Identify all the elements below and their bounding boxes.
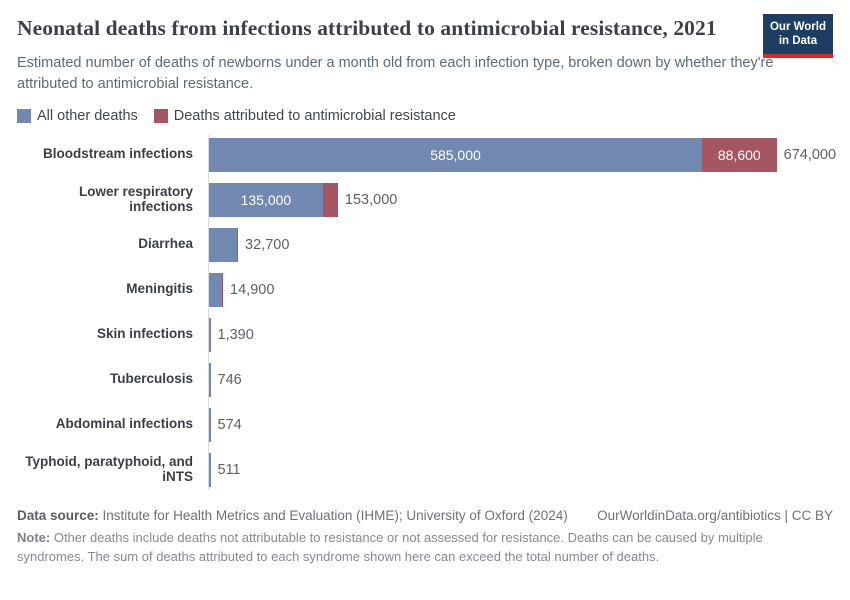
- chart-footer: Data source: Institute for Health Metric…: [17, 508, 833, 567]
- bar-total-label: 14,900: [230, 281, 275, 298]
- bar-total-label: 746: [217, 371, 242, 388]
- page-title: Neonatal deaths from infections attribut…: [17, 16, 717, 40]
- note-label: Note:: [17, 529, 51, 545]
- category-label: Diarrhea: [138, 236, 193, 252]
- legend-swatch-red: [153, 108, 168, 123]
- y-axis-line: [208, 134, 209, 490]
- data-source-text: Institute for Health Metrics and Evaluat…: [98, 507, 568, 523]
- bar-group: 32,700: [209, 227, 290, 262]
- bar-segment-amr-deaths[interactable]: [236, 227, 239, 262]
- table-row: Lower respiratory infections 135,000 153,0…: [17, 182, 833, 217]
- bar-segment-other-deaths[interactable]: [209, 407, 211, 442]
- bar-segment-other-deaths[interactable]: [209, 227, 237, 262]
- table-row: Bloodstream infections 585,000 88,600 674,0…: [17, 137, 837, 172]
- table-row: Diarrhea 32,700: [17, 227, 833, 262]
- bar-segment-amr-deaths[interactable]: [221, 272, 224, 307]
- bar-value-label: 135,000: [240, 191, 292, 208]
- bar-group: 1,390: [209, 317, 254, 352]
- owid-logo-line1: Our World: [769, 21, 826, 33]
- bar-segment-other-deaths[interactable]: [209, 362, 211, 397]
- chart-subtitle: Estimated number of deaths of newborns u…: [17, 54, 774, 92]
- note-text: Other deaths include deaths not attribut…: [17, 529, 763, 565]
- category-label: Lower respiratory infections: [78, 183, 193, 214]
- bar-total-label: 511: [217, 461, 241, 478]
- bar-group: 135,000 153,000: [209, 182, 398, 217]
- category-label: Bloodstream infections: [42, 146, 193, 162]
- bar-value-label: 585,000: [430, 146, 481, 163]
- owid-logo[interactable]: Our World in Data: [762, 14, 833, 58]
- category-label: Skin infections: [96, 326, 193, 342]
- owid-logo-line2: in Data: [778, 35, 818, 48]
- bar-total-label: 574: [217, 416, 242, 433]
- bar-chart: Bloodstream infections 585,000 88,600 674,0…: [17, 134, 837, 490]
- bar-segment-other-deaths[interactable]: 135,000: [209, 182, 323, 217]
- legend-label: Deaths attributed to antimicrobial resis…: [173, 107, 456, 124]
- table-row: Typhoid, paratyphoid, and iNTS 511: [17, 452, 833, 487]
- data-source: Data source: Institute for Health Metric…: [17, 508, 568, 523]
- bar-total-label: 153,000: [344, 191, 398, 208]
- legend-swatch-blue: [17, 108, 31, 123]
- chart-note: Note: Other deaths include deaths not at…: [17, 528, 833, 567]
- table-row: Abdominal infections 574: [17, 407, 833, 442]
- table-row: Skin infections 1,390: [17, 317, 833, 352]
- bar-group: 14,900: [209, 272, 275, 307]
- chart-rows: Bloodstream infections 585,000 88,600 674,0…: [17, 137, 837, 487]
- bar-total-label: 674,000: [783, 146, 837, 163]
- bar-group: 574: [209, 407, 242, 442]
- bar-group: 511: [209, 452, 241, 487]
- category-label: Meningitis: [126, 281, 193, 297]
- legend-item-all-other-deaths[interactable]: All other deaths: [17, 108, 138, 124]
- data-source-label: Data source:: [17, 507, 99, 523]
- legend: All other deaths Deaths attributed to an…: [17, 108, 833, 124]
- legend-item-amr-deaths[interactable]: Deaths attributed to antimicrobial resis…: [153, 107, 456, 124]
- category-label: Typhoid, paratyphoid, and iNTS: [25, 453, 193, 484]
- chart-header: Neonatal deaths from infections attribut…: [17, 14, 833, 95]
- bar-segment-other-deaths[interactable]: [209, 272, 222, 307]
- bar-group: 585,000 88,600 674,000: [209, 137, 837, 172]
- source-row: Data source: Institute for Health Metric…: [17, 508, 833, 523]
- bar-segment-other-deaths[interactable]: [209, 317, 211, 352]
- legend-label: All other deaths: [37, 107, 138, 124]
- bar-total-label: 32,700: [245, 236, 290, 253]
- category-label: Abdominal infections: [55, 416, 193, 432]
- owid-url-license[interactable]: OurWorldinData.org/antibiotics | CC BY: [597, 507, 833, 523]
- bar-total-label: 1,390: [217, 326, 254, 343]
- bar-segment-amr-deaths[interactable]: 88,600: [701, 137, 777, 172]
- table-row: Tuberculosis 746: [17, 362, 833, 397]
- bar-segment-amr-deaths[interactable]: [322, 182, 338, 217]
- bar-segment-other-deaths[interactable]: 585,000: [209, 137, 702, 172]
- category-label: Tuberculosis: [109, 371, 193, 387]
- bar-segment-other-deaths[interactable]: [209, 452, 211, 487]
- table-row: Meningitis 14,900: [17, 272, 833, 307]
- bar-value-label: 88,600: [717, 146, 761, 163]
- bar-group: 746: [209, 362, 242, 397]
